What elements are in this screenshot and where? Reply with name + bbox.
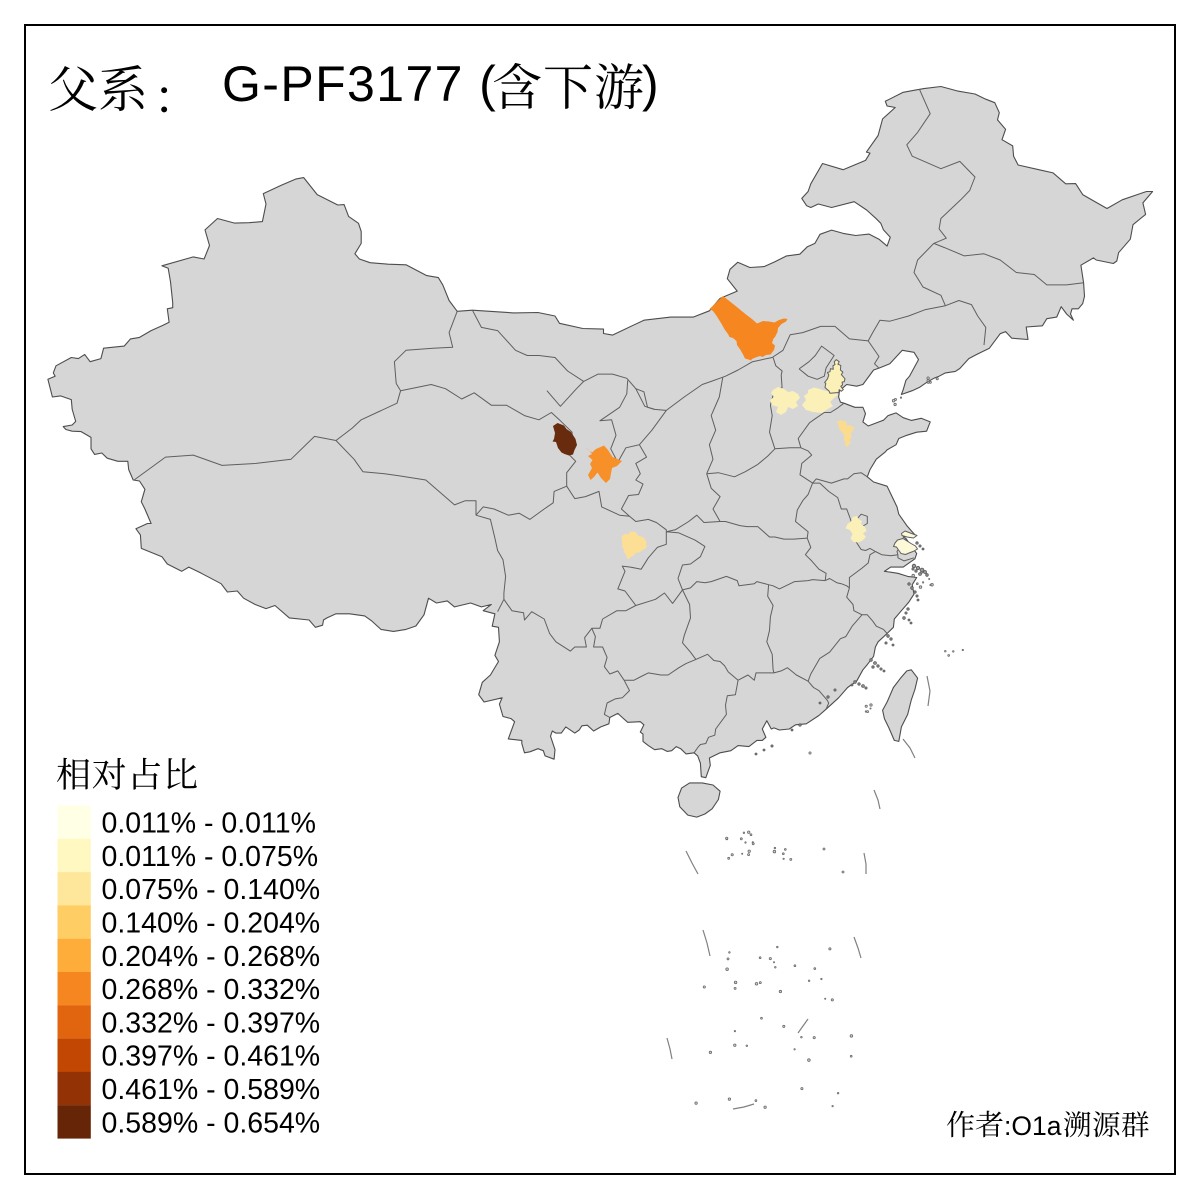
svg-text:0.332% - 0.397%: 0.332% - 0.397% bbox=[102, 1007, 321, 1039]
svg-text:0.461% - 0.589%: 0.461% - 0.589% bbox=[102, 1074, 321, 1106]
svg-text:): ) bbox=[642, 56, 659, 112]
svg-text:0.589% - 0.654%: 0.589% - 0.654% bbox=[102, 1107, 321, 1139]
svg-text:0.397% - 0.461%: 0.397% - 0.461% bbox=[102, 1041, 321, 1073]
svg-text:0.075% - 0.140%: 0.075% - 0.140% bbox=[102, 874, 321, 906]
svg-text:0.011% - 0.075%: 0.011% - 0.075% bbox=[102, 841, 319, 873]
svg-text:0.204% - 0.268%: 0.204% - 0.268% bbox=[102, 941, 321, 973]
svg-text:0.268% - 0.332%: 0.268% - 0.332% bbox=[102, 974, 321, 1006]
svg-text:G-PF3177 (: G-PF3177 ( bbox=[222, 56, 497, 112]
svg-text:0.140% - 0.204%: 0.140% - 0.204% bbox=[102, 908, 321, 940]
svg-text:0.011% - 0.011%: 0.011% - 0.011% bbox=[102, 808, 316, 840]
svg-text::O1a: :O1a bbox=[1004, 1111, 1062, 1141]
